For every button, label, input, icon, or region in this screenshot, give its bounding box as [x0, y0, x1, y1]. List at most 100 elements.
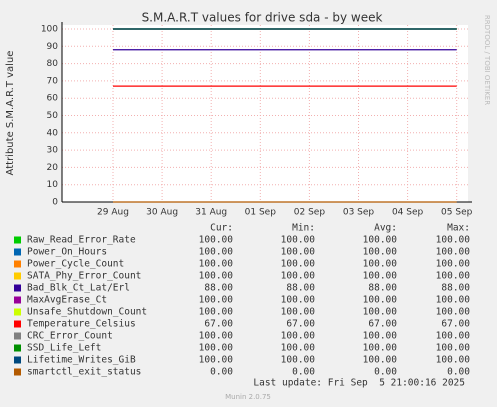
legend-stat: 100.00	[199, 343, 234, 354]
legend-label: MaxAvgErase_Ct	[27, 295, 107, 306]
legend-stat: 100.00	[199, 235, 234, 246]
legend-label: Power_On_Hours	[27, 247, 107, 258]
legend-stat: 100.00	[363, 247, 398, 258]
legend-stat: 67.00	[368, 319, 397, 330]
legend-stat: 100.00	[436, 271, 471, 282]
y-tick-label: 90	[47, 42, 59, 52]
generator: Munin 2.0.75	[225, 393, 271, 401]
legend-swatch	[14, 332, 21, 340]
y-tick-label: 50	[47, 111, 59, 121]
legend-header: Min:	[292, 223, 315, 234]
legend-stat: 0.00	[374, 367, 397, 378]
legend-header: Cur:	[210, 223, 233, 234]
legend-stat: 100.00	[363, 259, 398, 270]
legend-stat: 100.00	[281, 271, 316, 282]
legend-stat: 100.00	[363, 235, 398, 246]
legend-stat: 88.00	[204, 283, 233, 294]
legend-label: SATA_Phy_Error_Count	[27, 271, 141, 282]
y-tick-label: 10	[47, 180, 59, 190]
x-tick-label: 02 Sep	[294, 208, 326, 218]
legend-stat: 100.00	[363, 343, 398, 354]
legend-stat: 100.00	[199, 295, 234, 306]
legend-stat: 67.00	[286, 319, 315, 330]
legend-swatch	[14, 284, 21, 292]
legend-stat: 100.00	[281, 259, 316, 270]
legend-swatch	[14, 368, 21, 376]
legend-stat: 100.00	[436, 235, 471, 246]
legend-stat: 0.00	[210, 367, 233, 378]
legend-stat: 100.00	[436, 355, 471, 366]
legend-label: Lifetime_Writes_GiB	[27, 355, 136, 366]
legend-stat: 100.00	[436, 307, 471, 318]
legend-swatch	[14, 308, 21, 316]
legend-stat: 100.00	[199, 307, 234, 318]
x-tick-label: 31 Aug	[195, 208, 227, 218]
x-tick-label: 03 Sep	[343, 208, 375, 218]
legend-stat: 100.00	[363, 331, 398, 342]
legend-label: Bad_Blk_Ct_Lat/Erl	[27, 283, 130, 294]
legend-label: CRC_Error_Count	[27, 331, 113, 342]
legend-stat: 100.00	[281, 355, 316, 366]
last-update: Last update: Fri Sep 5 21:00:16 2025	[253, 378, 465, 389]
legend-stat: 100.00	[363, 271, 398, 282]
legend-header: Avg:	[374, 223, 397, 234]
legend-stat: 100.00	[436, 295, 471, 306]
legend-swatch	[14, 260, 21, 268]
legend-swatch	[14, 296, 21, 304]
chart-title: S.M.A.R.T values for drive sda - by week	[142, 11, 383, 25]
legend-stat: 100.00	[436, 343, 471, 354]
y-tick-label: 20	[47, 163, 59, 173]
legend-stat: 100.00	[199, 247, 234, 258]
legend-stat: 100.00	[363, 307, 398, 318]
legend-stat: 67.00	[204, 319, 233, 330]
legend-swatch	[14, 356, 21, 364]
x-tick-label: 04 Sep	[392, 208, 424, 218]
legend-stat: 100.00	[436, 259, 471, 270]
legend-stat: 88.00	[368, 283, 397, 294]
y-tick-label: 70	[47, 76, 59, 86]
legend-label: smartctl_exit_status	[27, 367, 141, 378]
legend-stat: 100.00	[281, 331, 316, 342]
legend-stat: 100.00	[281, 307, 316, 318]
legend-stat: 100.00	[199, 331, 234, 342]
plot-area	[62, 25, 468, 202]
legend-stat: 100.00	[281, 343, 316, 354]
legend-stat: 67.00	[441, 319, 470, 330]
legend-stat: 0.00	[447, 367, 470, 378]
legend-stat: 100.00	[363, 295, 398, 306]
x-tick-label: 29 Aug	[97, 208, 129, 218]
legend-stat: 100.00	[363, 355, 398, 366]
y-tick-label: 40	[47, 128, 59, 138]
legend-label: Raw_Read_Error_Rate	[27, 235, 136, 246]
legend-stat: 100.00	[281, 295, 316, 306]
legend-stat: 0.00	[292, 367, 315, 378]
legend-stat: 100.00	[199, 271, 234, 282]
legend-stat: 88.00	[441, 283, 470, 294]
legend-header: Max:	[447, 223, 470, 234]
y-tick-label: 80	[47, 59, 59, 69]
legend-swatch	[14, 236, 21, 244]
y-tick-label: 60	[47, 94, 59, 104]
legend-stat: 100.00	[199, 355, 234, 366]
y-axis-label: Attribute S.M.A.R.T value	[5, 51, 16, 176]
legend-label: Unsafe_Shutdown_Count	[27, 307, 147, 318]
legend-stat: 100.00	[281, 235, 316, 246]
legend-stat: 100.00	[436, 331, 471, 342]
x-tick-label: 01 Sep	[245, 208, 277, 218]
legend-label: SSD_Life_Left	[27, 343, 101, 354]
y-tick-label: 0	[52, 198, 58, 208]
legend-swatch	[14, 272, 21, 280]
x-tick-label: 30 Aug	[146, 208, 178, 218]
legend-stat: 88.00	[286, 283, 315, 294]
y-tick-label: 100	[41, 25, 58, 35]
y-tick-label: 30	[47, 146, 59, 156]
legend-stat: 100.00	[436, 247, 471, 258]
legend-swatch	[14, 248, 21, 256]
legend-swatch	[14, 344, 21, 352]
legend-stat: 100.00	[199, 259, 234, 270]
legend-label: Power_Cycle_Count	[27, 259, 124, 270]
legend-label: Temperature_Celsius	[27, 319, 136, 330]
legend-stat: 100.00	[281, 247, 316, 258]
x-tick-label: 05 Sep	[441, 208, 473, 218]
